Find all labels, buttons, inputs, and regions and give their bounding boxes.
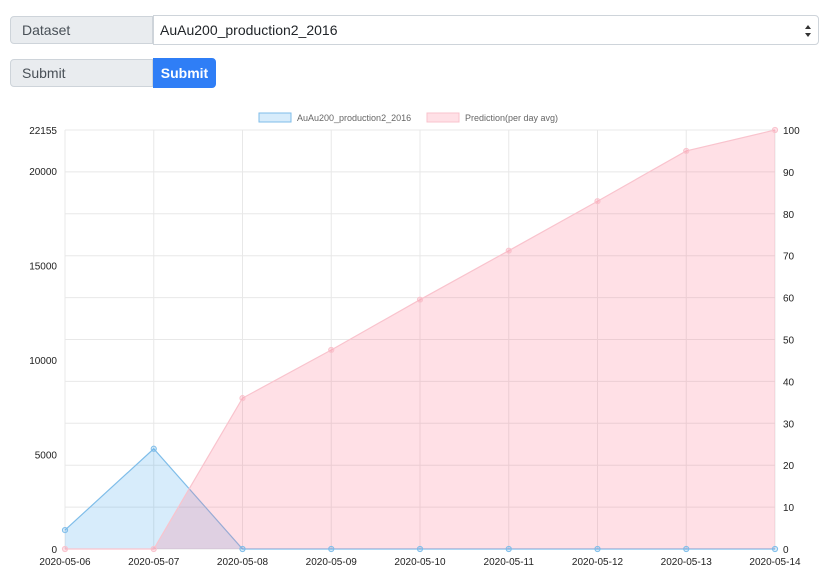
select-arrows-icon <box>805 25 811 37</box>
y-right-tick-label: 0 <box>783 545 789 556</box>
y-right-tick-label: 70 <box>783 252 795 263</box>
y-right-tick-label: 60 <box>783 294 795 305</box>
data-point <box>239 395 246 402</box>
data-point <box>416 545 424 553</box>
x-axis: 2020-05-06 2020-05-07 2020-05-08 2020-05-09… <box>39 557 801 568</box>
x-tick-label: 2020-05-10 <box>394 557 446 568</box>
data-point <box>594 198 601 205</box>
data-point <box>771 126 779 134</box>
chart-grid <box>64 129 776 550</box>
y-right-tick-label: 20 <box>783 461 795 472</box>
x-tick-label: 2020-05-14 <box>749 557 801 568</box>
data-point <box>683 545 690 553</box>
series-line <box>64 447 775 550</box>
y-right-tick-label: 10 <box>783 503 795 514</box>
data-point <box>594 545 601 553</box>
dataset-select-value: AuAu200_production2_2016 <box>160 22 338 38</box>
dataset-select[interactable]: AuAu200_production2_2016 <box>153 15 819 45</box>
legend-swatch <box>426 112 460 123</box>
legend-label: Prediction(per day avg) <box>465 113 558 123</box>
legend-swatch <box>258 112 292 123</box>
y-left-tick-label: 22155 <box>29 126 57 137</box>
y-left-tick-label: 5000 <box>35 450 58 461</box>
y-right-tick-label: 40 <box>783 377 795 388</box>
y-right-tick-label: 80 <box>783 210 795 221</box>
x-tick-label: 2020-05-08 <box>217 557 269 568</box>
data-point <box>505 247 512 254</box>
y-right-tick-label: 50 <box>783 336 795 347</box>
x-tick-label: 2020-05-09 <box>306 557 358 568</box>
x-tick-label: 2020-05-13 <box>661 557 713 568</box>
x-tick-label: 2020-05-07 <box>128 557 180 568</box>
x-tick-label: 2020-05-06 <box>39 557 91 568</box>
x-tick-label: 2020-05-11 <box>484 557 535 568</box>
legend-label: AuAu200_production2_2016 <box>297 113 411 123</box>
data-point <box>771 545 779 553</box>
series-line <box>65 129 776 550</box>
y-left-tick-label: 20000 <box>29 167 57 178</box>
x-tick-label: 2020-05-12 <box>572 557 624 568</box>
data-point <box>328 545 335 553</box>
submit-row: Submit Submit <box>10 58 216 88</box>
dataset-label: Dataset <box>10 16 153 44</box>
chart-legend: AuAu200_production2_2016 Prediction(per d… <box>258 112 558 123</box>
y-right-tick-label: 100 <box>783 126 800 137</box>
chart-areas <box>64 129 776 550</box>
y-axis-left: 0 5000 10000 15000 20000 22155 <box>29 126 57 556</box>
data-point <box>683 147 690 155</box>
data-point <box>61 545 69 553</box>
data-point <box>150 545 157 553</box>
y-right-tick-label: 30 <box>783 419 795 430</box>
y-right-tick-label: 90 <box>783 168 795 179</box>
data-point <box>239 545 246 553</box>
submit-label: Submit <box>10 59 153 87</box>
dataset-row: Dataset AuAu200_production2_2016 <box>10 15 819 45</box>
data-point <box>416 296 424 303</box>
y-left-tick-label: 10000 <box>29 356 57 367</box>
data-point <box>150 445 157 452</box>
y-axis-right: 0 10 20 30 40 50 60 70 80 90 100 <box>783 126 800 556</box>
series-area <box>65 448 775 549</box>
y-left-tick-label: 15000 <box>29 261 57 272</box>
chart-points <box>61 126 779 553</box>
series-area <box>65 130 775 549</box>
submit-button[interactable]: Submit <box>153 58 216 88</box>
chart: 0 5000 10000 15000 20000 22155 0 10 20 30 40 50 60 7… <box>29 112 801 568</box>
y-left-tick-label: 0 <box>51 545 57 556</box>
data-point <box>505 545 512 553</box>
data-point <box>328 346 335 354</box>
data-point <box>61 526 69 534</box>
